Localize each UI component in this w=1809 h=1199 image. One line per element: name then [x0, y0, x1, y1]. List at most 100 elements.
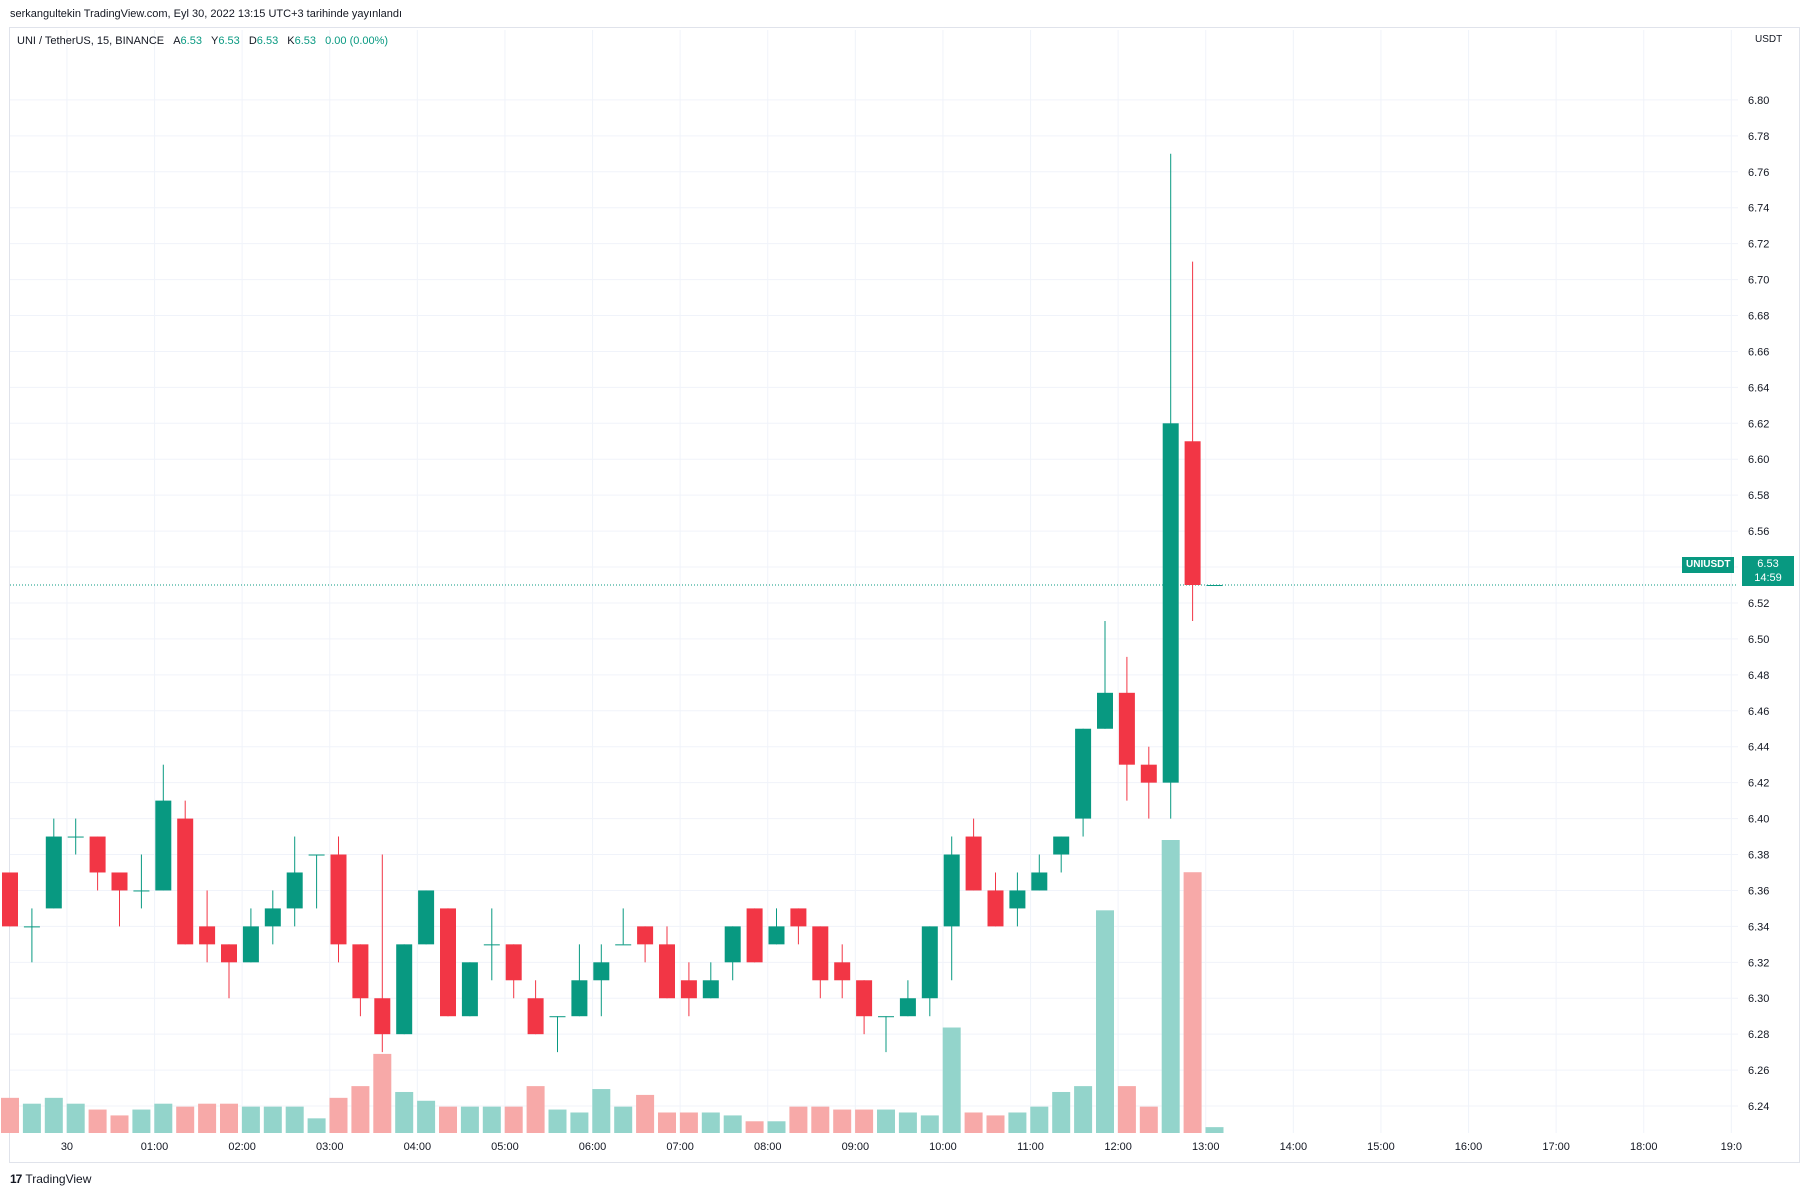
- y-tick-label: 6.56: [1748, 526, 1769, 538]
- candle-body: [67, 836, 84, 838]
- candle-body: [440, 908, 456, 1017]
- x-tick-label: 11:00: [1017, 1141, 1044, 1153]
- volume-bar: [241, 1106, 260, 1133]
- x-tick-label: 13:00: [1192, 1141, 1220, 1153]
- y-tick-label: 6.72: [1748, 239, 1769, 251]
- candle-body: [702, 980, 719, 999]
- volume-bar: [44, 1097, 63, 1133]
- y-tick-label: 6.68: [1748, 311, 1769, 323]
- volume-bar: [482, 1106, 501, 1133]
- y-tick-label: 6.24: [1748, 1101, 1769, 1113]
- y-tick-label: 6.30: [1748, 993, 1769, 1005]
- y-tick-label: 6.58: [1748, 490, 1769, 502]
- symbol-legend: UNI / TetherUS, 15, BINANCE A6.53 Y6.53 …: [17, 35, 388, 47]
- volume-bar: [88, 1109, 107, 1133]
- candle-body: [549, 1016, 566, 1018]
- last-price-value: 6.53: [1757, 558, 1779, 570]
- volume-bar: [1205, 1127, 1224, 1133]
- symbol-name[interactable]: UNI / TetherUS, 15, BINANCE: [17, 35, 165, 47]
- candle-body: [177, 818, 194, 945]
- candle-body: [768, 926, 785, 945]
- open-label: A: [173, 35, 181, 47]
- candle-body: [45, 836, 62, 909]
- volume-bar: [679, 1112, 698, 1133]
- y-tick-label: 6.34: [1748, 921, 1769, 933]
- candle-body: [374, 998, 391, 1035]
- y-tick-label: 6.50: [1748, 634, 1769, 646]
- volume-bar: [373, 1053, 392, 1133]
- y-tick-label: 6.40: [1748, 814, 1769, 826]
- volume-bar: [1161, 840, 1180, 1133]
- candle-body: [330, 854, 347, 945]
- candle-body: [812, 926, 829, 981]
- volume-bar: [1074, 1086, 1093, 1133]
- candle-body: [221, 944, 237, 963]
- y-tick-label: 6.38: [1748, 850, 1769, 862]
- countdown-value: 14:59: [1754, 572, 1782, 584]
- candle-body: [1184, 441, 1201, 586]
- y-tick-label: 6.60: [1748, 454, 1769, 466]
- volume-bar: [811, 1106, 830, 1133]
- x-tick-label: 04:00: [404, 1141, 432, 1153]
- y-tick-label: 6.64: [1748, 382, 1769, 394]
- x-tick-label: 06:00: [579, 1141, 607, 1153]
- close-label: K: [287, 35, 295, 47]
- candle-body: [1053, 836, 1070, 855]
- volume-bar: [701, 1112, 720, 1133]
- y-tick-label: 6.76: [1748, 167, 1769, 179]
- volume-bar: [198, 1103, 217, 1133]
- x-tick-label: 05:00: [491, 1141, 519, 1153]
- x-tick-label: 07:00: [666, 1141, 694, 1153]
- x-tick-label: 17:00: [1542, 1141, 1570, 1153]
- high-label: Y: [211, 35, 219, 47]
- volume-bar: [504, 1106, 523, 1133]
- candle-body: [965, 836, 982, 891]
- candle-body: [242, 926, 259, 963]
- candle-body: [352, 944, 369, 999]
- volume-bar: [636, 1094, 655, 1133]
- x-tick-label: 12:00: [1104, 1141, 1132, 1153]
- volume-bar: [439, 1106, 457, 1133]
- candle-body: [461, 962, 478, 1017]
- candle-body: [1206, 585, 1223, 587]
- footer-brand[interactable]: 17 TradingView: [10, 1172, 91, 1186]
- volume-bar: [614, 1106, 633, 1133]
- candle-body: [1097, 692, 1113, 729]
- volume-bar: [1, 1097, 19, 1133]
- volume-bar: [395, 1091, 414, 1133]
- volume-bar: [920, 1115, 939, 1133]
- volume-bar: [1052, 1091, 1071, 1133]
- candle-body: [89, 836, 106, 873]
- currency-label: USDT: [1755, 34, 1783, 45]
- volume-bar: [767, 1121, 786, 1133]
- last-price-badge: 6.53 14:59: [1742, 556, 1794, 586]
- candle-body: [505, 944, 522, 981]
- volume-bar: [877, 1109, 895, 1133]
- x-tick-label: 10:00: [929, 1141, 957, 1153]
- volume-bar: [263, 1106, 282, 1133]
- candle-body: [1162, 423, 1179, 783]
- candle-body: [23, 926, 40, 928]
- volume-bar: [110, 1115, 129, 1133]
- y-tick-label: 6.32: [1748, 957, 1769, 969]
- volume-bar: [855, 1109, 874, 1133]
- y-tick-label: 6.28: [1748, 1029, 1769, 1041]
- x-tick-label: 08:00: [754, 1141, 782, 1153]
- candle-body: [199, 926, 216, 945]
- candle-body: [527, 998, 544, 1035]
- candle-body: [593, 962, 610, 981]
- volume-bar: [1008, 1112, 1027, 1133]
- y-tick-label: 6.52: [1748, 598, 1769, 610]
- y-tick-label: 6.42: [1748, 778, 1769, 790]
- change-value: 0.00 (0.00%): [325, 35, 389, 47]
- candle-body: [1009, 890, 1026, 909]
- y-tick-label: 6.62: [1748, 418, 1769, 430]
- candle-body: [615, 944, 632, 946]
- candle-body: [1075, 728, 1092, 819]
- candle-body: [921, 926, 938, 999]
- candle-body: [286, 872, 303, 909]
- volume-bar: [789, 1106, 808, 1133]
- candle-body: [133, 890, 150, 892]
- candle-body: [1118, 692, 1135, 765]
